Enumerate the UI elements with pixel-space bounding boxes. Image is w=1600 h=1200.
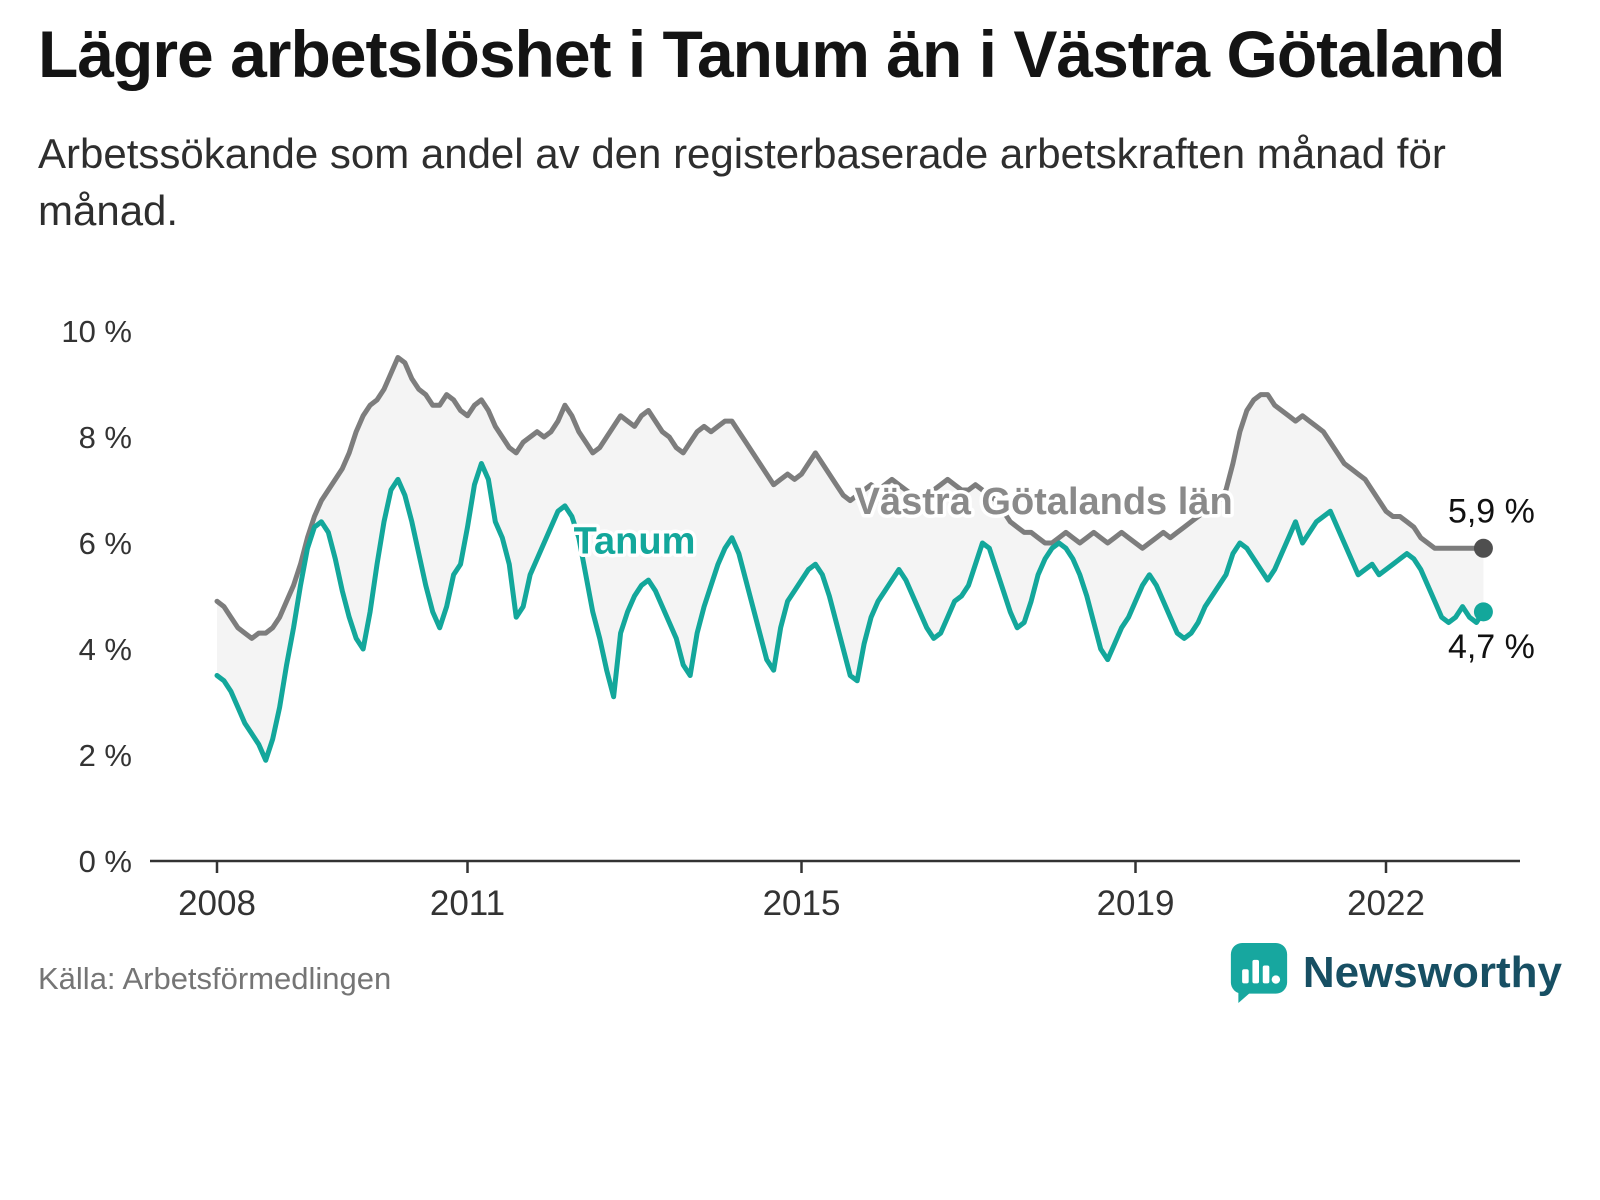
source-note: Källa: Arbetsförmedlingen xyxy=(38,961,392,997)
line-chart: 2008 2011 2015 2019 2022 0 % 2 % 4 % 6 % 8 % 10 % 5… xyxy=(61,314,1535,923)
series-label-tanum: Tanum xyxy=(574,521,696,563)
y-tick-label: 10 % xyxy=(61,314,132,349)
series-line-tanum xyxy=(214,461,1486,764)
brand-name: Newsworthy xyxy=(1302,948,1562,998)
area-between-series xyxy=(217,357,1484,761)
series-line-county xyxy=(214,355,1486,642)
end-dot-tanum xyxy=(1473,602,1493,622)
x-tick-label: 2022 xyxy=(1347,884,1425,923)
chart-area: 2008 2011 2015 2019 2022 0 % 2 % 4 % 6 % 8 % 10 % 5… xyxy=(0,291,1600,941)
y-tick-label: 4 % xyxy=(79,632,132,667)
speech-bubble-tail xyxy=(1238,988,1254,1004)
x-tick-label: 2008 xyxy=(178,884,256,923)
y-tick-label: 2 % xyxy=(79,738,132,773)
end-label-tanum: 4,7 % xyxy=(1448,628,1535,666)
chart-header: Lägre arbetslöshet i Tanum än i Västra G… xyxy=(0,0,1600,239)
newsworthy-icon xyxy=(1230,943,1287,1004)
end-label-county: 5,9 % xyxy=(1448,493,1535,531)
series-label-county: Västra Götalands län xyxy=(855,481,1233,523)
x-tick-label: 2011 xyxy=(430,884,505,923)
infographic: Lägre arbetslöshet i Tanum än i Västra G… xyxy=(0,0,1600,1025)
x-tick-label: 2019 xyxy=(1097,884,1175,923)
page-subtitle: Arbetssökande som andel av den registerb… xyxy=(38,129,1446,234)
page-title: Lägre arbetslöshet i Tanum än i Västra G… xyxy=(38,17,1506,91)
y-tick-label: 8 % xyxy=(79,420,132,455)
brand-logo: Newsworthy xyxy=(1229,941,1562,1005)
x-tick-label: 2015 xyxy=(763,884,841,923)
chart-footer: Källa: Arbetsförmedlingen Newsworthy xyxy=(0,941,1600,1025)
end-dot-county xyxy=(1473,539,1493,559)
y-tick-label: 0 % xyxy=(79,844,132,879)
y-tick-label: 6 % xyxy=(79,526,132,561)
